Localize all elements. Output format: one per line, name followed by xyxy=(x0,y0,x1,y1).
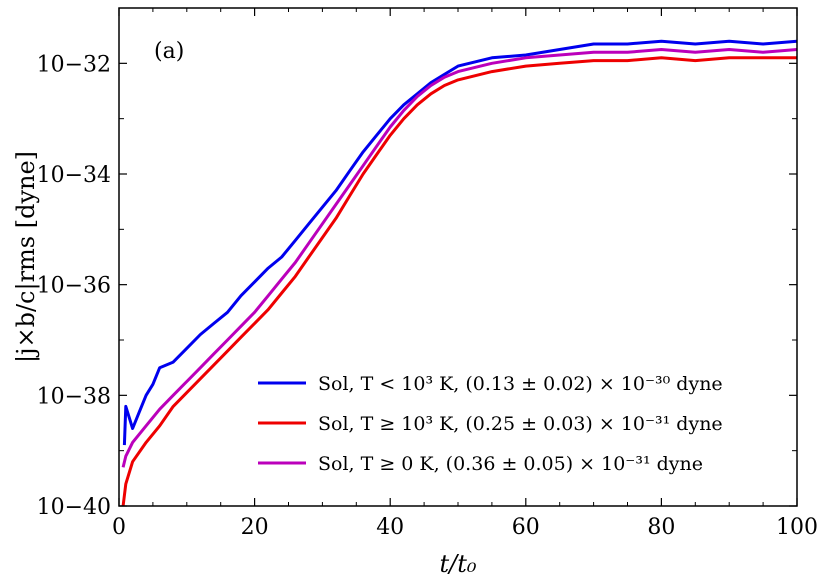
y-tick-label: 10−32 xyxy=(37,52,111,77)
series-lines xyxy=(121,39,798,507)
axis-ticks: 0 20 40 60 80 100 10−40 10−38 10−36 10−34 10−32 xyxy=(37,8,818,540)
x-tick-label: 60 xyxy=(512,515,540,540)
x-axis-label: t/t₀ xyxy=(440,550,477,578)
x-tick-label: 20 xyxy=(241,515,269,540)
panel-label: (a) xyxy=(154,39,184,64)
y-tick-label: 10−38 xyxy=(37,384,111,409)
y-tick-label: 10−36 xyxy=(37,274,111,299)
y-axis-label: |j×b/c|rms [dyne] xyxy=(12,151,41,363)
y-tick-label: 10−34 xyxy=(37,163,111,188)
series-line-0 xyxy=(122,39,798,446)
legend-label-1: Sol, T ≥ 10³ K, (0.25 ± 0.03) × 10⁻³¹ dy… xyxy=(318,413,723,435)
x-tick-label: 100 xyxy=(776,515,818,540)
x-tick-label: 40 xyxy=(376,515,404,540)
legend-label-2: Sol, T ≥ 0 K, (0.36 ± 0.05) × 10⁻³¹ dyne xyxy=(318,453,703,475)
series-line-2 xyxy=(121,48,798,468)
x-tick-label: 80 xyxy=(647,515,675,540)
legend: Sol, T < 10³ K, (0.13 ± 0.02) × 10⁻³⁰ dy… xyxy=(258,373,723,475)
x-tick-label: 0 xyxy=(112,515,126,540)
legend-label-0: Sol, T < 10³ K, (0.13 ± 0.02) × 10⁻³⁰ dy… xyxy=(318,373,723,395)
series-line-1 xyxy=(121,56,797,507)
y-tick-label: 10−40 xyxy=(37,495,111,520)
